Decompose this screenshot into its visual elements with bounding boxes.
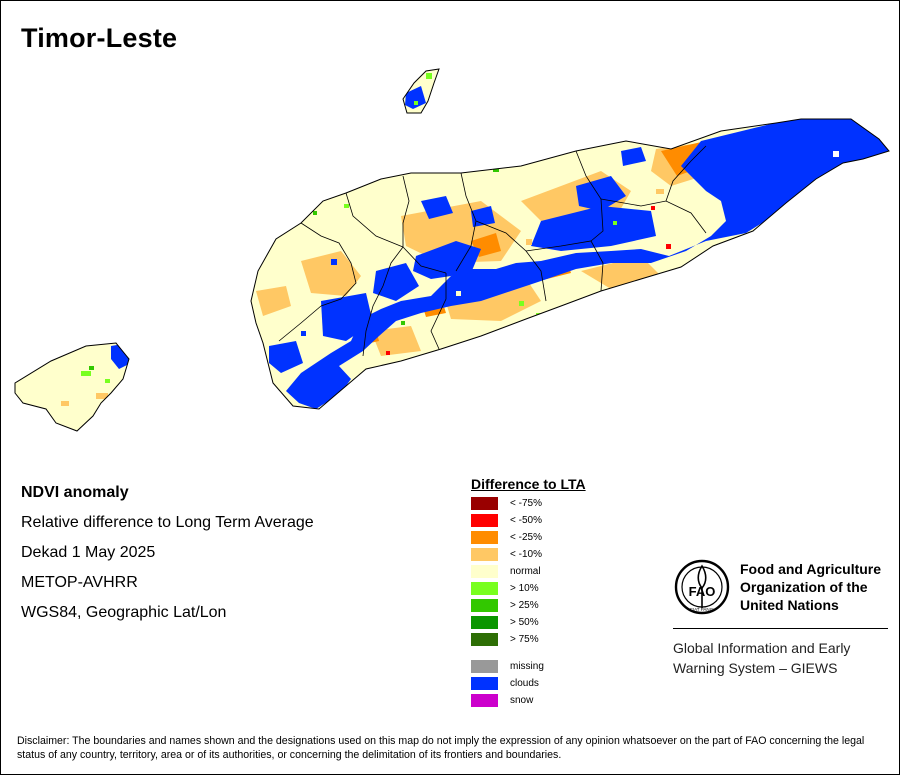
legend-title: Difference to LTA: [471, 476, 586, 492]
fao-organization-name: Food and Agriculture Organization of the…: [740, 560, 881, 614]
legend-swatch: [471, 694, 498, 707]
legend-item: < -10%: [471, 548, 542, 561]
legend-item: < -25%: [471, 531, 542, 544]
legend: Difference to LTA < -75% < -50% < -25% < -1…: [471, 476, 586, 707]
legend-label: > 25%: [510, 600, 539, 611]
fao-name-line-2: Organization of the: [740, 579, 868, 595]
legend-label: < -50%: [510, 515, 542, 526]
legend-swatch: [471, 514, 498, 527]
info-line-description: Relative difference to Long Term Average: [21, 514, 314, 531]
legend-label: < -10%: [510, 549, 542, 560]
legend-swatch: [471, 531, 498, 544]
legend-item: clouds: [471, 677, 539, 690]
info-line-projection: WGS84, Geographic Lat/Lon: [21, 604, 227, 621]
legend-item: < -50%: [471, 514, 542, 527]
legend-item: snow: [471, 694, 533, 707]
legend-item: < -75%: [471, 497, 542, 510]
fao-logo-letters: FAO: [689, 584, 716, 599]
legend-label: > 10%: [510, 583, 539, 594]
legend-label: clouds: [510, 678, 539, 689]
disclaimer-text: Disclaimer: The boundaries and names sho…: [17, 735, 865, 761]
giews-line-2: Warning System – GIEWS: [673, 660, 838, 676]
district-boundaries: [278, 145, 707, 357]
legend-swatch: [471, 497, 498, 510]
legend-item: > 75%: [471, 633, 539, 646]
info-line-product: NDVI anomaly: [21, 484, 129, 501]
legend-swatch: [471, 616, 498, 629]
legend-label: missing: [510, 661, 544, 672]
giews-line-1: Global Information and Early: [673, 640, 851, 656]
atauro-anomaly-layer: [405, 73, 432, 109]
legend-item: missing: [471, 660, 544, 673]
fao-name-line-1: Food and Agriculture: [740, 561, 882, 577]
fao-name-line-3: United Nations: [740, 597, 839, 613]
legend-item: normal: [471, 565, 541, 578]
giews-name: Global Information and Early Warning Sys…: [673, 638, 850, 678]
legend-label: < -25%: [510, 532, 542, 543]
fao-logo-icon: FAO FIAT PANIS: [674, 559, 730, 615]
legend-swatch: [471, 548, 498, 561]
fao-divider: [673, 628, 888, 629]
legend-label: < -75%: [510, 498, 542, 509]
info-line-period: Dekad 1 May 2025: [21, 544, 156, 561]
fao-logo-motto: FIAT PANIS: [690, 607, 714, 612]
legend-swatch: [471, 599, 498, 612]
ndvi-anomaly-map: [14, 68, 890, 432]
legend-label: snow: [510, 695, 534, 706]
info-line-sensor: METOP-AVHRR: [21, 574, 138, 591]
legend-label: > 75%: [510, 634, 539, 645]
map-info-block: NDVI anomaly Relative difference to Long…: [21, 482, 314, 632]
legend-item: > 50%: [471, 616, 539, 629]
legend-swatch: [471, 633, 498, 646]
legend-item: > 10%: [471, 582, 539, 595]
map-title: Timor-Leste: [21, 23, 178, 53]
legend-label: normal: [510, 566, 541, 577]
legend-label: > 50%: [510, 617, 539, 628]
legend-item: > 25%: [471, 599, 539, 612]
legend-swatch: [471, 677, 498, 690]
legend-swatch: [471, 565, 498, 578]
legend-swatch: [471, 582, 498, 595]
legend-swatch: [471, 660, 498, 673]
